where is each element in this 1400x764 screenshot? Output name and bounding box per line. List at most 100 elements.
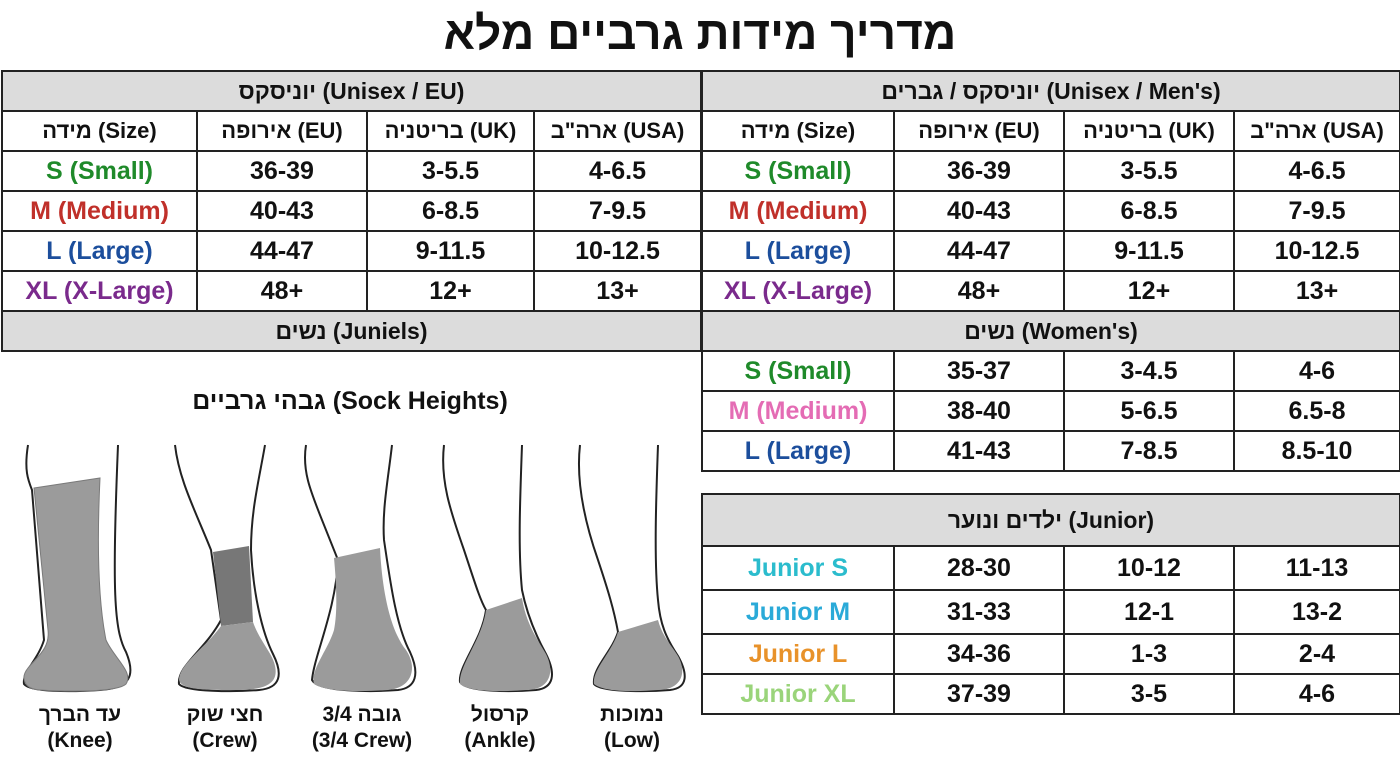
table-row: M (Medium) 40-43 6-8.5 7-9.5 (1, 190, 703, 232)
uk-cell: 12+ (366, 270, 535, 312)
uk-cell: 3-5 (1063, 673, 1235, 715)
eu-cell: 48+ (196, 270, 368, 312)
page-title: מדריך מידות גרביים מלא (443, 7, 957, 59)
size-cell: L (Large) (701, 430, 895, 472)
eu-cell: 41-43 (893, 430, 1065, 472)
uk-cell: 12+ (1063, 270, 1235, 312)
ankle-label: קרסול (Ankle) (430, 702, 570, 754)
uk-cell: 10-12 (1063, 545, 1235, 591)
eu-cell: 48+ (893, 270, 1065, 312)
eu-cell: 36-39 (893, 150, 1065, 192)
usa-cell: 4-6 (1233, 673, 1400, 715)
usa-cell: 4-6 (1232, 350, 1400, 392)
ankle-label-en: (Ankle) (464, 729, 536, 752)
crew-label-en: (Crew) (192, 729, 258, 752)
eu-cell: 40-43 (893, 190, 1065, 232)
women-header: נשים (Women's) (700, 310, 1400, 352)
eu-cell: 36-39 (196, 150, 368, 192)
crew-label: חצי שוק (Crew) (155, 702, 295, 754)
usa-cell: 4-6.5 (532, 150, 703, 192)
unisex-mens-size-table: יוניסקס / גברים (Unisex / Men's) מידה (S… (700, 70, 1400, 472)
uk-cell: 6-8.5 (366, 190, 535, 232)
size-cell: Junior L (701, 633, 895, 675)
eu-cell: 44-47 (893, 230, 1065, 272)
table-row: Junior S 28-30 10-12 11-13 (701, 545, 1400, 591)
uk-cell: 1-3 (1063, 633, 1235, 675)
three-quarter-crew-sock-illustration (292, 440, 432, 700)
column-header-usa: ארה"ב (USA) (532, 110, 703, 152)
usa-cell: 10-12.5 (532, 230, 703, 272)
eu-cell: 44-47 (196, 230, 368, 272)
column-header-size: מידה (Size) (1, 110, 198, 152)
column-header-eu: אירופה (EU) (196, 110, 368, 152)
uk-cell: 3-5.5 (1063, 150, 1235, 192)
size-cell: M (Medium) (701, 390, 895, 432)
eu-cell: 35-37 (893, 350, 1065, 392)
knee-label: עד הברך (Knee) (10, 702, 150, 754)
low-sock-illustration (562, 440, 702, 700)
eu-cell: 28-30 (893, 545, 1065, 591)
usa-cell: 2-4 (1233, 633, 1400, 675)
table-row: M (Medium) 40-43 6-8.5 7-9.5 (701, 190, 1400, 232)
size-cell: M (Medium) (701, 190, 895, 232)
usa-cell: 13+ (1232, 270, 1400, 312)
table-row: XL (X-Large) 48+ 12+ 13+ (1, 270, 703, 312)
junior-header: ילדים ונוער (Junior) (701, 493, 1400, 547)
usa-cell: 13+ (532, 270, 703, 312)
knee-sock-illustration (10, 440, 150, 700)
low-label-en: (Low) (604, 729, 660, 752)
uk-cell: 3-5.5 (366, 150, 535, 192)
women-juniels-header: נשים (Juniels) (0, 310, 703, 352)
uk-cell: 9-11.5 (1063, 230, 1235, 272)
table-row: S (Small) 35-37 3-4.5 4-6 (701, 350, 1400, 392)
size-cell: XL (X-Large) (1, 270, 198, 312)
sock-heights-title: גבהי גרביים (Sock Heights) (192, 387, 508, 415)
crew-label-he: חצי שוק (186, 703, 264, 726)
unisex-eu-size-table: יוניסקס (Unisex / EU) מידה (Size) אירופה… (0, 70, 703, 352)
three-quarter-label-he: 3/4 גובה (322, 703, 402, 726)
uk-cell: 7-8.5 (1063, 430, 1235, 472)
size-cell: S (Small) (1, 150, 198, 192)
table-row: Junior L 34-36 1-3 2-4 (701, 633, 1400, 675)
uk-cell: 12-1 (1063, 589, 1235, 635)
table-row: XL (X-Large) 48+ 12+ 13+ (701, 270, 1400, 312)
uk-cell: 9-11.5 (366, 230, 535, 272)
eu-cell: 31-33 (893, 589, 1065, 635)
knee-label-en: (Knee) (47, 729, 113, 752)
table-row: Junior XL 37-39 3-5 4-6 (701, 673, 1400, 715)
eu-cell: 34-36 (893, 633, 1065, 675)
column-header-usa: ארה"ב (USA) (1232, 110, 1400, 152)
usa-cell: 7-9.5 (532, 190, 703, 232)
uk-cell: 6-8.5 (1063, 190, 1235, 232)
size-cell: XL (X-Large) (701, 270, 895, 312)
unisex-mens-header: יוניסקס / גברים (Unisex / Men's) (700, 70, 1400, 112)
usa-cell: 11-13 (1233, 545, 1400, 591)
column-header-eu: אירופה (EU) (893, 110, 1065, 152)
low-label: נמוכות (Low) (562, 702, 702, 754)
ankle-sock-illustration (430, 440, 570, 700)
knee-label-he: עד הברך (38, 703, 122, 726)
unisex-eu-header: יוניסקס (Unisex / EU) (0, 70, 703, 112)
table-row: L (Large) 44-47 9-11.5 10-12.5 (701, 230, 1400, 272)
size-cell: M (Medium) (1, 190, 198, 232)
column-header-uk: בריטניה (UK) (1063, 110, 1235, 152)
usa-cell: 6.5-8 (1232, 390, 1400, 432)
size-cell: L (Large) (701, 230, 895, 272)
table-row: M (Medium) 38-40 5-6.5 6.5-8 (701, 390, 1400, 432)
usa-cell: 7-9.5 (1232, 190, 1400, 232)
size-cell: Junior XL (701, 673, 895, 715)
size-cell: S (Small) (701, 350, 895, 392)
ankle-label-he: קרסול (470, 703, 530, 726)
uk-cell: 3-4.5 (1063, 350, 1235, 392)
size-cell: Junior S (701, 545, 895, 591)
eu-cell: 38-40 (893, 390, 1065, 432)
column-header-size: מידה (Size) (701, 110, 895, 152)
low-label-he: נמוכות (600, 703, 664, 726)
three-quarter-label-en: (3/4 Crew) (311, 729, 413, 752)
eu-cell: 40-43 (196, 190, 368, 232)
usa-cell: 13-2 (1233, 589, 1400, 635)
size-cell: S (Small) (701, 150, 895, 192)
uk-cell: 5-6.5 (1063, 390, 1235, 432)
size-cell: Junior M (701, 589, 895, 635)
junior-size-table: ילדים ונוער (Junior) Junior S 28-30 10-1… (701, 493, 1400, 715)
